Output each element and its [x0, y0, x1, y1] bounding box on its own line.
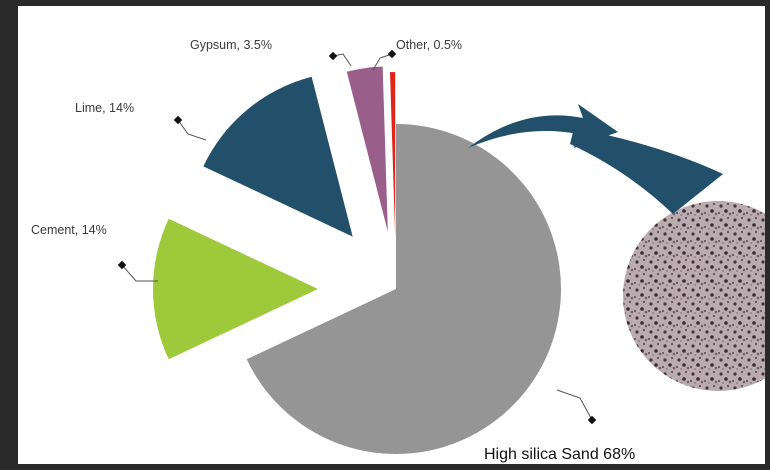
slice-lime: [203, 76, 353, 237]
label-cement: Cement, 14%: [31, 223, 107, 237]
pie-slices: [153, 66, 561, 455]
slice-sand: [246, 124, 561, 455]
label-gypsum: Gypsum, 3.5%: [190, 38, 272, 52]
slice-gypsum: [346, 66, 388, 232]
slice-cement: [153, 218, 318, 360]
connector-gypsum-marker: [328, 51, 338, 61]
label-sand: High silica Sand 68%: [484, 446, 635, 463]
connector-lime: [177, 119, 207, 141]
connector-sand: [556, 389, 593, 421]
connector-cement-marker: [117, 260, 127, 270]
label-connectors: [117, 49, 597, 425]
connector-lime-marker: [173, 115, 183, 125]
slice-other: [390, 72, 396, 238]
pie-chart: Gypsum, 3.5% Other, 0.5% Lime, 14% Cemen…: [31, 38, 765, 463]
connector-other: [372, 53, 393, 71]
connector-sand-marker: [587, 415, 597, 425]
label-lime: Lime, 14%: [75, 101, 134, 115]
label-other: Other, 0.5%: [396, 38, 462, 52]
material-micrograph: [623, 201, 765, 391]
connector-cement: [121, 264, 158, 282]
arrow-body: [570, 128, 723, 214]
connector-other-marker: [387, 49, 397, 59]
